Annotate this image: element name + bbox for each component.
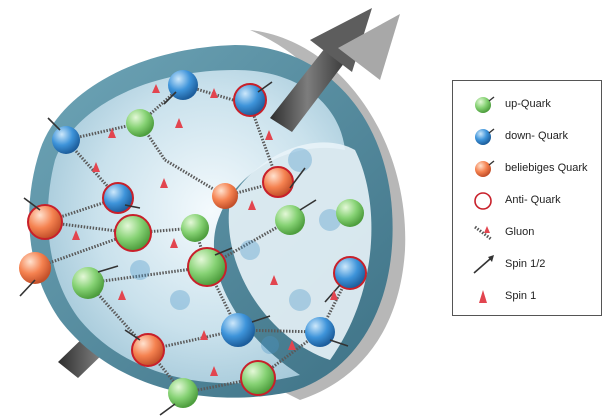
legend-box: up-Quark down- Quark beliebiges Quark An…: [452, 80, 602, 316]
anti-quark: [333, 256, 367, 290]
anti-quark: [187, 247, 227, 287]
legend-row-spin-half: Spin 1/2: [453, 253, 603, 277]
down-quark-icon: [475, 128, 495, 145]
legend-label: Gluon: [505, 226, 535, 238]
inner-cavity: [228, 142, 372, 360]
down-quark: [305, 317, 335, 347]
legend-label: down- Quark: [505, 130, 568, 142]
arbitrary-quark: [19, 252, 51, 284]
legend-row-gluon: Gluon: [453, 221, 603, 245]
up-quark: [275, 205, 305, 235]
legend-row-arbitrary-quark: beliebiges Quark: [453, 157, 603, 181]
background-particles: [130, 148, 341, 354]
up-quark: [181, 214, 209, 242]
legend-row-down-quark: down- Quark: [453, 125, 603, 149]
spin-one-cone-icon: [479, 290, 487, 303]
anti-quark: [240, 360, 276, 396]
legend-label: beliebiges Quark: [505, 162, 588, 174]
spin-half-arrow-icon: [473, 255, 494, 274]
arbitrary-quark: [212, 183, 238, 209]
anti-quark: [262, 166, 294, 198]
up-quark-icon: [475, 96, 495, 113]
legend-label: up-Quark: [505, 98, 551, 110]
up-quark: [168, 378, 198, 408]
anti-quark: [131, 333, 165, 367]
up-quark: [126, 109, 154, 137]
legend-label: Spin 1/2: [505, 258, 546, 270]
legend-label: Spin 1: [505, 290, 537, 302]
axis-arrow-upper: [270, 48, 345, 132]
up-quark: [336, 199, 364, 227]
legend-row-spin-one: Spin 1: [453, 285, 603, 309]
anti-quark-icon: [474, 192, 492, 210]
proton-cutaway-diagram: [19, 8, 406, 416]
spin-one-cones: [72, 84, 338, 376]
legend-label: Anti- Quark: [505, 194, 561, 206]
gluon-icon: [474, 225, 492, 241]
anti-quark: [114, 214, 152, 252]
down-quark: [52, 126, 80, 154]
up-quark: [72, 267, 104, 299]
anti-quark: [27, 204, 63, 240]
legend-row-anti-quark: Anti- Quark: [453, 189, 603, 213]
spin-half-arrows: [19, 81, 349, 416]
axis-arrow-head-back: [338, 14, 400, 80]
down-quark: [221, 313, 255, 347]
arbitrary-quark-icon: [475, 160, 495, 177]
legend-row-up-quark: up-Quark: [453, 93, 603, 117]
anti-quark: [102, 182, 134, 214]
